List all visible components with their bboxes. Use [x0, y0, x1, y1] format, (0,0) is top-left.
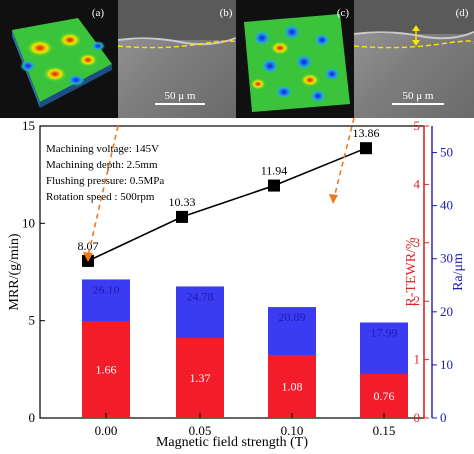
- panel-a-label: (a): [92, 7, 105, 19]
- micrograph-strip: (a) 50 μ m (b): [0, 0, 474, 118]
- y-right2-tick-label: 20: [440, 304, 453, 319]
- y-left-tick-label: 15: [22, 118, 35, 133]
- condition-voltage: Machining voltage: 145V: [46, 143, 159, 155]
- panel-c-surface-map: (c): [236, 0, 354, 118]
- callout-arrow-c: [333, 117, 355, 199]
- rtewr-value-label: 1.08: [282, 379, 303, 393]
- x-tick-label: 0.00: [95, 423, 118, 438]
- rtewr-bar: [360, 373, 408, 418]
- y-right1-tick-label: 3: [414, 235, 421, 250]
- y-left-tick-label: 0: [29, 410, 36, 425]
- rtewr-value-label: 1.66: [96, 363, 117, 377]
- y-right1-tick-label: 5: [414, 118, 421, 133]
- rtewr-value-label: 1.37: [190, 371, 211, 385]
- mrr-value-label: 10.33: [169, 195, 196, 209]
- condition-rotation: Rotation speed : 500rpm: [46, 191, 155, 203]
- mrr-value-label: 13.86: [353, 126, 380, 140]
- mrr-point: [268, 179, 280, 192]
- mrr-line: [87, 147, 367, 262]
- x-tick-label: 0.15: [373, 423, 396, 438]
- y-right1-tick-label: 1: [414, 352, 421, 367]
- mrr-point: [360, 142, 372, 155]
- callout-arrow-a: [87, 125, 119, 257]
- panel-c-label: (c): [337, 7, 350, 19]
- ra-value-label: 17.99: [371, 325, 398, 339]
- y-axis-right1-title: R-TEWR/%: [404, 237, 419, 307]
- callout-arrows: [83, 117, 355, 262]
- y-right1-tick-label: 0: [414, 410, 421, 425]
- panel-b-label: (b): [220, 7, 233, 19]
- recast-layer-boundary: [117, 40, 238, 49]
- panel-d-sem-image: 50 μ m (d): [353, 0, 474, 118]
- rtewr-bar: [82, 321, 130, 418]
- ra-value-label: 20.89: [279, 310, 306, 324]
- recast-layer-boundary-d: [353, 40, 474, 49]
- scalebar-b-label: 50 μ m: [165, 90, 196, 102]
- ra-value-label: 24.78: [187, 289, 214, 303]
- x-axis-title: Magnetic field strength (T): [156, 435, 308, 450]
- mrr-value-label: 8.07: [78, 239, 99, 253]
- mrr-point: [176, 210, 188, 223]
- scalebar-d-label: 50 μ m: [403, 90, 434, 102]
- x-tick-label: 0.10: [281, 423, 304, 438]
- y-left-tick-label: 10: [22, 215, 35, 230]
- data-label-layer: 26.10 24.78 20.89 17.99 1.66 1.37 1.08 0.76 8.07…: [78, 126, 398, 403]
- x-tick-label: 0.05: [189, 423, 212, 438]
- bar-layer: [82, 279, 408, 418]
- mrr-value-label: 11.94: [261, 164, 288, 178]
- y-right2-tick-label: 0: [440, 410, 447, 425]
- y-right2-tick-label: 10: [440, 357, 453, 372]
- rtewr-bar: [268, 354, 316, 418]
- panel-b-sem-image: 50 μ m (b): [117, 0, 238, 118]
- y-right2-tick-label: 30: [440, 251, 453, 266]
- y-axis-right2-title: Ra/μm: [451, 253, 466, 291]
- panel-a-surface-map: (a): [0, 0, 118, 118]
- y-right2-tick-label: 50: [440, 145, 453, 160]
- rtewr-bar: [176, 337, 224, 418]
- y-axis-left-title: MRR/(g/min): [7, 233, 22, 310]
- y-left-tick-label: 5: [29, 313, 36, 328]
- ra-value-label: 26.10: [93, 282, 120, 296]
- y-right1-tick-label: 2: [414, 293, 421, 308]
- y-right1-tick-label: 4: [414, 176, 421, 191]
- panel-d-label: (d): [456, 7, 469, 19]
- process-conditions: Machining voltage: 145V Machining depth:…: [46, 143, 164, 203]
- condition-depth: Machining depth: 2.5mm: [46, 159, 158, 171]
- rtewr-value-label: 0.76: [374, 389, 395, 403]
- y-right2-tick-label: 40: [440, 198, 453, 213]
